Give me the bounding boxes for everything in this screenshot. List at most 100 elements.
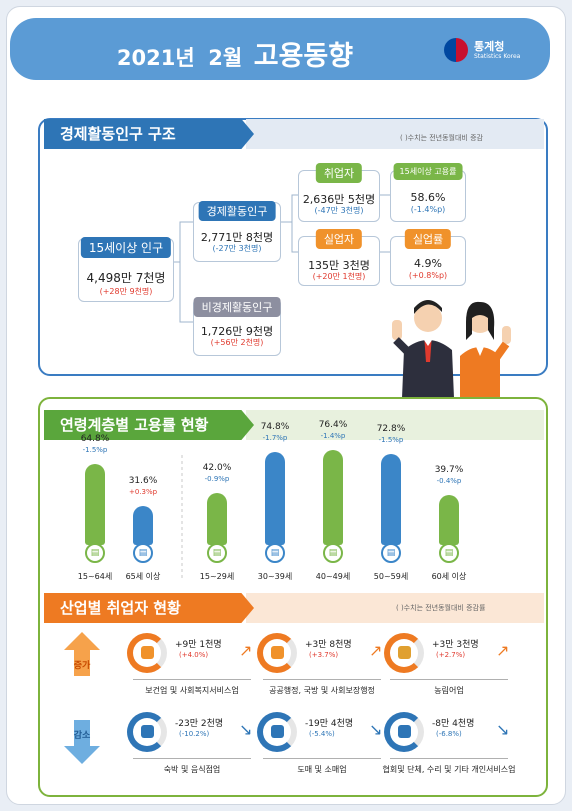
section3-title: 산업별 취업자 현황 [44, 593, 254, 623]
section1-header-band [246, 119, 544, 149]
age-bar [381, 454, 401, 545]
industry-label: 공공행정, 국방 및 사회보장행정 [269, 686, 375, 695]
industry-label: 숙박 및 음식점업 [163, 765, 221, 774]
industry-value: +3만 3천명 [432, 640, 479, 650]
title-main: 고용동향 [253, 41, 354, 72]
worker-icon: ▤ [323, 543, 343, 563]
industry-value: -19만 4천명 [305, 719, 354, 729]
employed-change: (-47만 3천명) [314, 206, 364, 215]
industry-icon-ring [257, 712, 297, 752]
trend-down-icon: ↘ [369, 720, 383, 739]
industry-change: (-10.2%) [179, 730, 210, 738]
employed-box: 취업자 2,636만 5천명 (-47만 3천명) [298, 163, 380, 222]
age-bar [323, 449, 343, 545]
section2-title: 연령계층별 고용률 현황 [44, 410, 254, 440]
inactive-population-value: 1,726만 9천명 [200, 325, 274, 338]
employed-label: 취업자 [315, 163, 363, 183]
worker-icon: ▤ [85, 543, 105, 563]
unemployment-rate-change: (+0.8%p) [408, 271, 448, 280]
active-population-label: 경제활동인구 [198, 201, 276, 221]
trend-up-icon: ↗ [496, 641, 510, 660]
worker-icon: ▤ [133, 543, 153, 563]
statistics-korea-logo: 통계청 Statistics Korea [444, 36, 532, 66]
unemployed-box: 실업자 135만 3천명 (+20만 1천명) [298, 229, 380, 286]
unemployment-rate-label: 실업률 [404, 229, 452, 249]
employment-rate-change: (-1.4%p) [410, 205, 446, 214]
title-month: 2월 [208, 46, 243, 70]
age-bar [207, 492, 227, 545]
active-population-change: (-27만 3천명) [212, 244, 262, 253]
age-bar-change: -0.4%p [436, 477, 462, 486]
age-bar-value: 76.4% [318, 419, 348, 430]
logo-name: 통계청 [474, 40, 505, 53]
industry-divider [133, 758, 251, 759]
worker-icon: ▤ [381, 543, 401, 563]
age-bar [133, 505, 153, 545]
age-bar-label: 15~29세 [199, 572, 235, 581]
age-bar-change: -1.5%p [378, 436, 404, 444]
age-bar [265, 451, 285, 545]
industry-change: (+3.7%) [309, 651, 339, 659]
section3-header-band [246, 593, 544, 623]
age-bar-value: 74.8% [260, 421, 290, 432]
inactive-population-box: 비경제활동인구 1,726만 9천명 (+56만 2천명) [193, 297, 281, 356]
age-bar-change: -0.9%p [204, 474, 230, 483]
trend-up-icon: ↗ [239, 641, 253, 660]
industry-change: (-5.4%) [309, 730, 335, 738]
industry-value: +3만 8천명 [305, 640, 352, 650]
age-bar-label: 60세 이상 [431, 572, 467, 581]
trend-up-icon: ↗ [369, 641, 383, 660]
industry-label: 농림어업 [434, 686, 464, 695]
section1-title: 경제활동인구 구조 [44, 119, 254, 149]
active-population-value: 2,771만 8천명 [200, 231, 274, 244]
page-title: 2021년 2월 고용동향 [10, 34, 460, 73]
industry-label: 협회및 단체, 수리 및 기타 개인서비스업 [382, 765, 516, 774]
employment-rate-label: 15세이상 고용률 [393, 163, 463, 180]
inactive-population-change: (+56만 2천명) [210, 338, 264, 347]
age-bar-label: 15~64세 [77, 572, 113, 581]
age-bar-value: 39.7% [434, 465, 464, 476]
tools-icon [398, 725, 411, 738]
section2-header-band [246, 410, 544, 440]
age-bar-change: -1.4%p [320, 431, 346, 440]
dining-icon [141, 725, 154, 738]
employed-value: 2,636만 5천명 [302, 193, 376, 206]
medical-kit-icon [141, 646, 154, 659]
title-year: 2021년 [116, 46, 195, 70]
age-bar-value: 42.0% [202, 462, 232, 473]
industry-value: -8만 4천명 [432, 719, 475, 729]
industry-label: 보건업 및 사회복지서비스업 [145, 686, 239, 695]
population15-change: (+28만 9천명) [99, 287, 153, 296]
age-bar-value: 72.8% [376, 424, 406, 434]
increase-arrow-icon [64, 632, 100, 676]
increase-label: 증가 [73, 661, 91, 671]
business-people-illustration [392, 300, 511, 398]
age-bar-change: -1.7%p [262, 433, 288, 442]
industry-change: (+2.7%) [436, 651, 466, 659]
unemployed-change: (+20만 1천명) [312, 272, 366, 281]
unemployed-label: 실업자 [315, 229, 363, 249]
industry-icon-ring [384, 712, 424, 752]
page-header: 2021년 2월 고용동향 통계청 Statistics Korea [10, 18, 550, 80]
industry-change: (+4.0%) [179, 651, 209, 659]
age-bar-label: 40~49세 [315, 572, 351, 581]
logo-subtitle: Statistics Korea [474, 53, 521, 60]
industry-divider [263, 679, 381, 680]
industry-icon-ring [127, 633, 167, 673]
population15-value: 4,498만 7천명 [86, 271, 166, 285]
document-scroll-icon [271, 646, 284, 659]
industry-icon-ring [127, 712, 167, 752]
worker-icon: ▤ [265, 543, 285, 563]
industry-icon-ring [384, 633, 424, 673]
active-population-box: 경제활동인구 2,771만 8천명 (-27만 3천명) [193, 201, 281, 262]
employment-rate-value: 58.6% [410, 191, 446, 204]
age-bar-label: 30~39세 [257, 572, 293, 581]
age-bar-value: 31.6% [128, 475, 158, 486]
trend-down-icon: ↘ [496, 720, 510, 739]
decrease-label: 감소 [73, 731, 91, 741]
age-bar-change: -1.5%p [82, 446, 108, 454]
industry-value: +9만 1천명 [175, 640, 222, 650]
unemployment-rate-box: 실업률 4.9% (+0.8%p) [390, 229, 466, 286]
unemployment-rate-value: 4.9% [414, 257, 442, 270]
age-bar [85, 464, 105, 545]
